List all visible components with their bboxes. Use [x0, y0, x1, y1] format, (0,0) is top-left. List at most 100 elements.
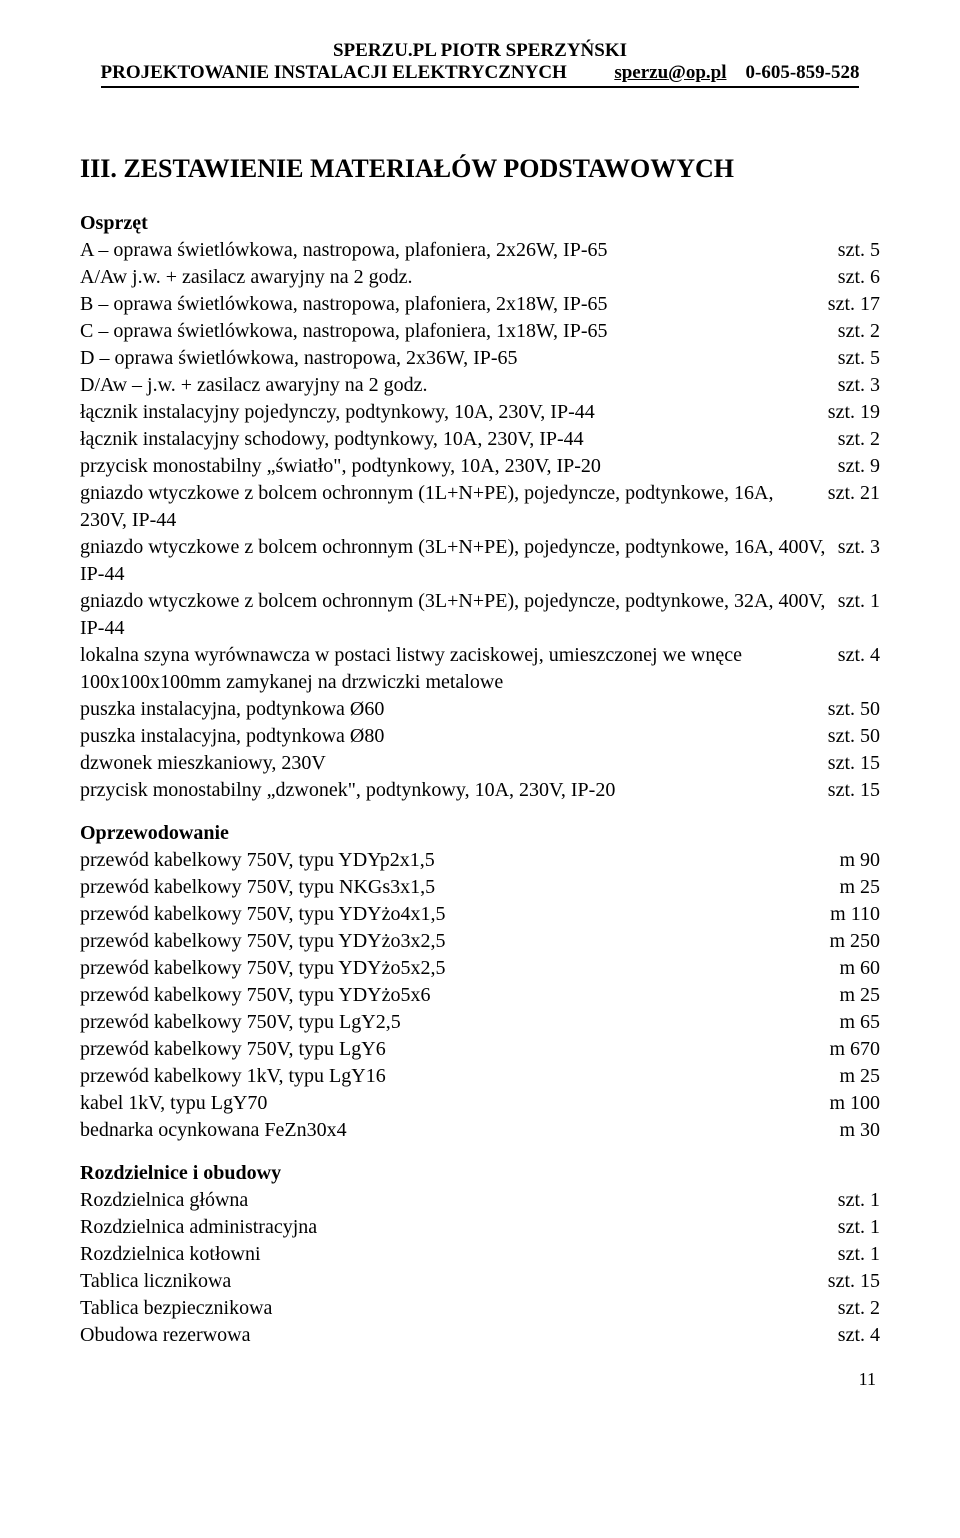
header-phone: 0-605-859-528	[746, 62, 860, 83]
item-label: przewód kabelkowy 750V, typu NKGs3x1,5	[80, 874, 839, 901]
list-item: puszka instalacyjna, podtynkowa Ø60szt. …	[80, 696, 880, 723]
list-item: Rozdzielnica administracyjnaszt. 1	[80, 1214, 880, 1241]
item-quantity: szt. 1	[838, 1241, 880, 1268]
list-item: przewód kabelkowy 750V, typu YDYżo5x2,5m…	[80, 955, 880, 982]
item-quantity: szt. 15	[828, 777, 880, 804]
item-quantity: m 65	[839, 1009, 880, 1036]
list-item: przycisk monostabilny „światło", podtynk…	[80, 453, 880, 480]
list-item: puszka instalacyjna, podtynkowa Ø80szt. …	[80, 723, 880, 750]
item-quantity: m 90	[839, 847, 880, 874]
item-label: przewód kabelkowy 750V, typu YDYżo3x2,5	[80, 928, 829, 955]
item-label: przewód kabelkowy 750V, typu YDYżo5x2,5	[80, 955, 839, 982]
list-item: przewód kabelkowy 750V, typu YDYżo5x6m 2…	[80, 982, 880, 1009]
document-title: III. ZESTAWIENIE MATERIAŁÓW PODSTAWOWYCH	[80, 154, 880, 184]
item-label: D – oprawa świetlówkowa, nastropowa, 2x3…	[80, 345, 838, 372]
item-quantity: szt. 6	[838, 264, 880, 291]
item-label: przewód kabelkowy 750V, typu YDYżo4x1,5	[80, 901, 830, 928]
list-item: przewód kabelkowy 1kV, typu LgY16m 25	[80, 1063, 880, 1090]
list-item: przewód kabelkowy 750V, typu YDYp2x1,5m …	[80, 847, 880, 874]
item-label: Rozdzielnica kotłowni	[80, 1241, 838, 1268]
item-label: przewód kabelkowy 750V, typu YDYp2x1,5	[80, 847, 839, 874]
page-number: 11	[80, 1369, 880, 1390]
list-item: bednarka ocynkowana FeZn30x4m 30	[80, 1117, 880, 1144]
item-quantity: szt. 5	[838, 345, 880, 372]
section-title-rozdzielnice: Rozdzielnice i obudowy	[80, 1162, 880, 1185]
page-header: SPERZU.PL PIOTR SPERZYŃSKI PROJEKTOWANIE…	[80, 40, 880, 88]
item-quantity: m 25	[839, 874, 880, 901]
item-label: A – oprawa świetlówkowa, nastropowa, pla…	[80, 237, 838, 264]
list-item: Rozdzielnica głównaszt. 1	[80, 1187, 880, 1214]
list-item: przewód kabelkowy 750V, typu YDYżo3x2,5m…	[80, 928, 880, 955]
item-quantity: szt. 3	[838, 534, 880, 588]
section-title-oprzewodowanie: Oprzewodowanie	[80, 822, 880, 845]
item-label: przycisk monostabilny „światło", podtynk…	[80, 453, 838, 480]
item-label: lokalna szyna wyrównawcza w postaci list…	[80, 642, 838, 696]
item-quantity: szt. 2	[838, 1295, 880, 1322]
item-quantity: m 25	[839, 982, 880, 1009]
item-quantity: szt. 9	[838, 453, 880, 480]
item-quantity: szt. 1	[838, 1214, 880, 1241]
list-item: A – oprawa świetlówkowa, nastropowa, pla…	[80, 237, 880, 264]
item-quantity: szt. 5	[838, 237, 880, 264]
item-quantity: m 110	[830, 901, 880, 928]
list-item: łącznik instalacyjny pojedynczy, podtynk…	[80, 399, 880, 426]
item-quantity: szt. 21	[828, 480, 880, 534]
item-label: kabel 1kV, typu LgY70	[80, 1090, 829, 1117]
item-label: przewód kabelkowy 750V, typu LgY2,5	[80, 1009, 839, 1036]
header-email: sperzu@op.pl	[614, 62, 726, 83]
list-item: dzwonek mieszkaniowy, 230Vszt. 15	[80, 750, 880, 777]
item-label: puszka instalacyjna, podtynkowa Ø80	[80, 723, 828, 750]
list-item: przycisk monostabilny „dzwonek", podtynk…	[80, 777, 880, 804]
item-quantity: szt. 15	[828, 750, 880, 777]
list-item: przewód kabelkowy 750V, typu LgY2,5m 65	[80, 1009, 880, 1036]
item-quantity: szt. 19	[828, 399, 880, 426]
item-quantity: szt. 1	[838, 588, 880, 642]
item-quantity: szt. 2	[838, 426, 880, 453]
item-label: Rozdzielnica główna	[80, 1187, 838, 1214]
item-quantity: m 100	[829, 1090, 880, 1117]
item-label: Tablica bezpiecznikowa	[80, 1295, 838, 1322]
item-label: B – oprawa świetlówkowa, nastropowa, pla…	[80, 291, 828, 318]
list-item: kabel 1kV, typu LgY70m 100	[80, 1090, 880, 1117]
item-label: przewód kabelkowy 750V, typu LgY6	[80, 1036, 829, 1063]
item-label: gniazdo wtyczkowe z bolcem ochronnym (3L…	[80, 534, 838, 588]
section-oprzewodowanie: przewód kabelkowy 750V, typu YDYp2x1,5m …	[80, 847, 880, 1144]
section-rozdzielnice: Rozdzielnica głównaszt. 1Rozdzielnica ad…	[80, 1187, 880, 1349]
list-item: B – oprawa świetlówkowa, nastropowa, pla…	[80, 291, 880, 318]
item-label: gniazdo wtyczkowe z bolcem ochronnym (3L…	[80, 588, 838, 642]
item-label: Tablica licznikowa	[80, 1268, 828, 1295]
item-label: łącznik instalacyjny schodowy, podtynkow…	[80, 426, 838, 453]
item-quantity: m 60	[839, 955, 880, 982]
item-label: Obudowa rezerwowa	[80, 1322, 838, 1349]
item-quantity: m 670	[829, 1036, 880, 1063]
list-item: Tablica bezpiecznikowaszt. 2	[80, 1295, 880, 1322]
list-item: Tablica licznikowaszt. 15	[80, 1268, 880, 1295]
item-quantity: szt. 4	[838, 642, 880, 696]
list-item: Rozdzielnica kotłowniszt. 1	[80, 1241, 880, 1268]
list-item: przewód kabelkowy 750V, typu YDYżo4x1,5m…	[80, 901, 880, 928]
item-quantity: szt. 50	[828, 696, 880, 723]
item-quantity: szt. 50	[828, 723, 880, 750]
document-page: SPERZU.PL PIOTR SPERZYŃSKI PROJEKTOWANIE…	[0, 0, 960, 1430]
list-item: D – oprawa świetlówkowa, nastropowa, 2x3…	[80, 345, 880, 372]
list-item: gniazdo wtyczkowe z bolcem ochronnym (3L…	[80, 588, 880, 642]
list-item: łącznik instalacyjny schodowy, podtynkow…	[80, 426, 880, 453]
item-label: dzwonek mieszkaniowy, 230V	[80, 750, 828, 777]
item-label: przycisk monostabilny „dzwonek", podtynk…	[80, 777, 828, 804]
item-quantity: m 30	[839, 1117, 880, 1144]
item-label: bednarka ocynkowana FeZn30x4	[80, 1117, 839, 1144]
item-label: Rozdzielnica administracyjna	[80, 1214, 838, 1241]
header-line1: SPERZU.PL PIOTR SPERZYŃSKI	[80, 40, 880, 62]
header-org: PROJEKTOWANIE INSTALACJI ELEKTRYCZNYCH	[101, 62, 567, 83]
item-label: A/Aw j.w. + zasilacz awaryjny na 2 godz.	[80, 264, 838, 291]
item-quantity: szt. 17	[828, 291, 880, 318]
item-label: przewód kabelkowy 1kV, typu LgY16	[80, 1063, 839, 1090]
item-quantity: szt. 4	[838, 1322, 880, 1349]
item-quantity: szt. 1	[838, 1187, 880, 1214]
list-item: lokalna szyna wyrównawcza w postaci list…	[80, 642, 880, 696]
section-osprzet: A – oprawa świetlówkowa, nastropowa, pla…	[80, 237, 880, 804]
item-label: przewód kabelkowy 750V, typu YDYżo5x6	[80, 982, 839, 1009]
item-quantity: m 25	[839, 1063, 880, 1090]
section-title-osprzet: Osprzęt	[80, 212, 880, 235]
item-label: puszka instalacyjna, podtynkowa Ø60	[80, 696, 828, 723]
